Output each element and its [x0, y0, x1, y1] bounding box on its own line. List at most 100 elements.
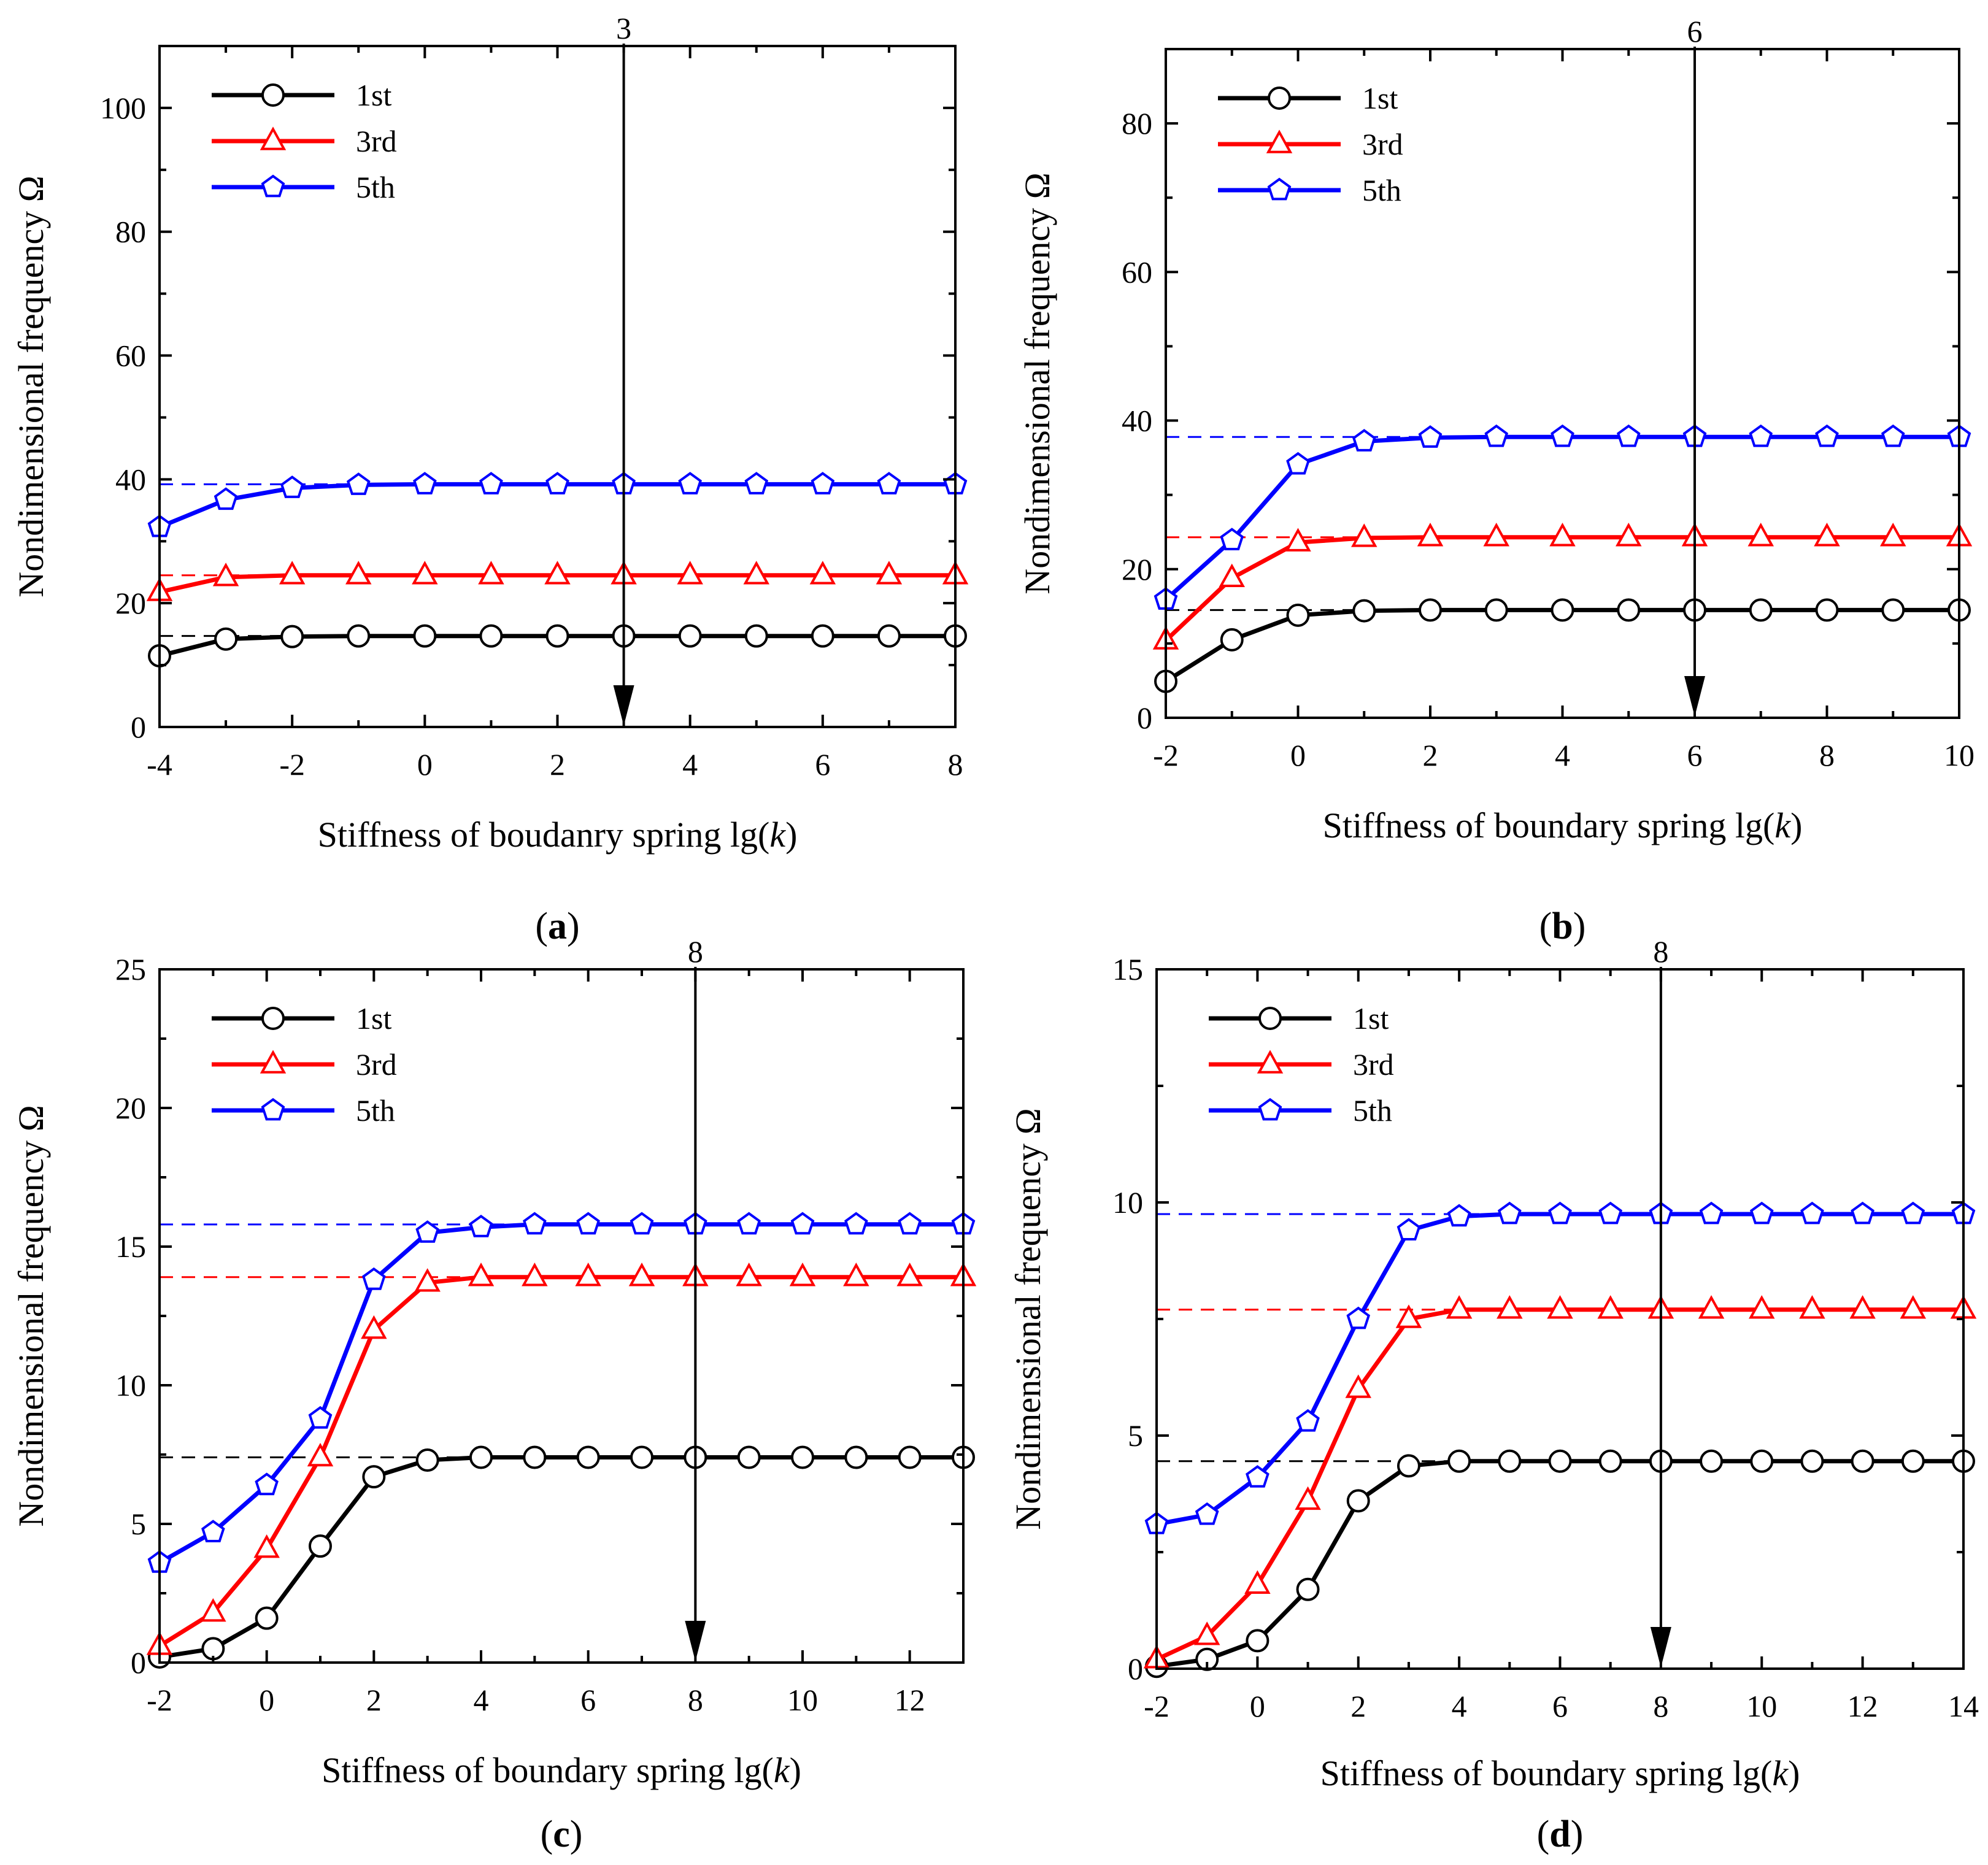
data-point-1st: [1484, 598, 1508, 622]
data-point-1st: [1851, 1449, 1874, 1473]
data-point-1st: [1286, 603, 1310, 627]
y-tick-label: 40: [1122, 404, 1152, 438]
data-point-3rd: [743, 561, 769, 585]
data-point-5th: [678, 472, 702, 494]
data-point-3rd: [1244, 1570, 1271, 1594]
data-point-5th: [1616, 424, 1641, 447]
data-point-3rd: [736, 1263, 762, 1286]
x-tick-label: 6: [815, 747, 830, 782]
panel-label-open: (: [541, 1813, 553, 1855]
y-tick-label: 80: [1122, 106, 1152, 140]
legend-marker-3rd: [1266, 129, 1293, 153]
data-point-3rd: [307, 1442, 334, 1467]
data-point-1st: [1419, 598, 1442, 622]
y-axis-title: Nondimensional frequency Ω: [1017, 172, 1057, 594]
x-tick-label: 10: [1746, 1689, 1777, 1723]
data-point-5th: [744, 472, 769, 494]
data-point-5th: [1815, 424, 1839, 447]
data-point-1st: [1815, 598, 1839, 622]
legend-label-5th: 5th: [1362, 173, 1401, 207]
data-point-3rd: [575, 1263, 601, 1286]
data-point-3rd: [212, 563, 239, 586]
data-point-3rd: [876, 561, 903, 585]
data-point-1st: [415, 1448, 439, 1472]
data-point-1st: [347, 624, 371, 648]
legend-label-1st: 1st: [1353, 1001, 1389, 1036]
data-point-5th: [1800, 1201, 1824, 1225]
panel-label-letter: a: [548, 906, 567, 947]
x-axis-title-suffix: ): [785, 815, 797, 855]
data-point-3rd: [1351, 523, 1377, 547]
arrow-head: [1650, 1627, 1671, 1667]
data-point-5th: [576, 1212, 600, 1235]
data-point-3rd: [1295, 1486, 1321, 1510]
data-point-1st: [523, 1445, 547, 1469]
data-point-5th: [1881, 424, 1905, 447]
data-point-1st: [1352, 599, 1376, 623]
data-point-3rd: [412, 561, 438, 585]
x-axis-title: Stiffness of boundary spring lg(k): [322, 1750, 801, 1790]
x-axis-title: Stiffness of boudanry spring lg(k): [318, 815, 798, 855]
y-axis-title: Nondimensional frequency Ω: [11, 175, 51, 597]
data-point-1st: [1598, 1449, 1622, 1473]
legend-marker-3rd: [260, 1050, 287, 1074]
x-tick-label: -4: [147, 747, 172, 782]
legend-marker-1st: [1268, 87, 1291, 110]
legend-label-3rd: 3rd: [1353, 1047, 1394, 1082]
legend-marker-1st: [1258, 1007, 1282, 1030]
y-tick-label: 0: [131, 710, 146, 744]
data-point-3rd: [478, 561, 504, 585]
data-point-5th: [1286, 452, 1310, 475]
data-point-1st: [576, 1445, 600, 1469]
x-tick-label: 2: [550, 747, 565, 782]
data-point-5th: [737, 1212, 761, 1235]
y-tick-label: 25: [115, 952, 146, 986]
panel-label-letter: c: [553, 1813, 570, 1855]
data-point-5th: [790, 1212, 815, 1235]
data-point-1st: [630, 1445, 653, 1469]
y-tick-label: 5: [1128, 1418, 1143, 1453]
data-point-1st: [744, 624, 768, 648]
data-point-3rd: [628, 1263, 655, 1286]
data-point-3rd: [414, 1268, 441, 1292]
y-tick-label: 0: [1128, 1652, 1143, 1686]
arrow-label: 8: [688, 934, 703, 969]
legend-label-5th: 5th: [356, 170, 395, 204]
x-tick-label: 8: [948, 747, 963, 782]
data-point-5th: [1901, 1201, 1925, 1225]
x-tick-label: 0: [1290, 738, 1306, 772]
data-point-5th: [1484, 424, 1509, 447]
legend-label-5th: 5th: [356, 1093, 395, 1128]
data-point-5th: [844, 1212, 868, 1235]
x-tick-label: -2: [1144, 1689, 1169, 1723]
data-point-1st: [737, 1445, 761, 1469]
x-axis-title-prefix: Stiffness of boudanry spring lg(: [318, 815, 770, 855]
y-axis-title: Nondimensional frequency Ω: [1008, 1108, 1048, 1529]
legend-marker-3rd: [1257, 1050, 1284, 1074]
data-point-3rd: [1880, 523, 1906, 547]
data-point-3rd: [1483, 523, 1509, 547]
data-point-5th: [214, 487, 238, 510]
data-point-5th: [1749, 1201, 1774, 1225]
x-tick-label: 4: [474, 1683, 489, 1717]
data-point-1st: [1901, 1449, 1925, 1473]
panel-label-close: ): [1573, 906, 1586, 947]
data-point-1st: [678, 624, 702, 648]
x-axis-title-prefix: Stiffness of boundary spring lg(: [322, 1750, 774, 1790]
legend-label-3rd: 3rd: [356, 124, 397, 158]
data-point-1st: [898, 1445, 922, 1469]
data-point-5th: [1346, 1306, 1371, 1329]
series-line-3rd: [1157, 1307, 1963, 1661]
data-point-5th: [1418, 425, 1443, 448]
panel-label-open: (: [1539, 906, 1552, 947]
data-point-1st: [413, 624, 437, 648]
data-point-5th: [308, 1405, 333, 1429]
data-point-5th: [1497, 1201, 1522, 1225]
x-axis-title-variable: k: [1774, 806, 1791, 845]
data-point-3rd: [1219, 563, 1245, 588]
panel-label-open: (: [535, 906, 548, 947]
data-point-3rd: [1549, 523, 1576, 547]
data-point-3rd: [200, 1598, 226, 1622]
data-point-3rd: [843, 1263, 869, 1286]
